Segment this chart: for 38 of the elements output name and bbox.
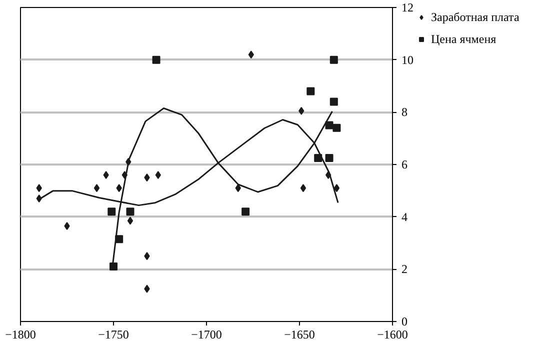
y-tick-label: 4: [402, 210, 408, 224]
x-tick-label: −1650: [284, 328, 315, 342]
point: [127, 216, 134, 225]
point: [36, 184, 42, 192]
x-tick-label: −1800: [5, 328, 36, 342]
y-tick-label: 10: [402, 52, 414, 67]
y-tick-label: 6: [402, 158, 408, 172]
x-tick-label: −1700: [191, 328, 222, 342]
point: [334, 184, 340, 192]
point: [144, 284, 150, 293]
x-tick-label: −1750: [98, 328, 129, 342]
legend-label: Заработная плата: [431, 10, 520, 24]
point: [248, 50, 254, 59]
point: [155, 170, 161, 179]
point: [242, 208, 250, 216]
point: [300, 184, 306, 192]
point: [330, 56, 338, 64]
y-tick-label: 2: [402, 262, 408, 276]
point: [108, 208, 116, 216]
y-tick-label: 12: [402, 0, 414, 14]
point: [152, 56, 160, 64]
point: [144, 252, 150, 260]
point: [332, 124, 341, 132]
point: [330, 98, 338, 106]
x-tick-label: −1600: [377, 328, 408, 342]
legend-label: Цена ячменя: [431, 32, 496, 46]
point: [235, 184, 241, 192]
point: [298, 106, 304, 115]
point: [306, 87, 315, 96]
y-tick-label: 8: [402, 105, 408, 120]
point: [94, 184, 100, 192]
point: [126, 208, 134, 216]
point: [103, 170, 109, 179]
point: [116, 184, 122, 192]
point: [64, 222, 70, 230]
y-tick-label: 0: [402, 314, 408, 328]
point: [144, 174, 150, 182]
point: [325, 154, 334, 162]
